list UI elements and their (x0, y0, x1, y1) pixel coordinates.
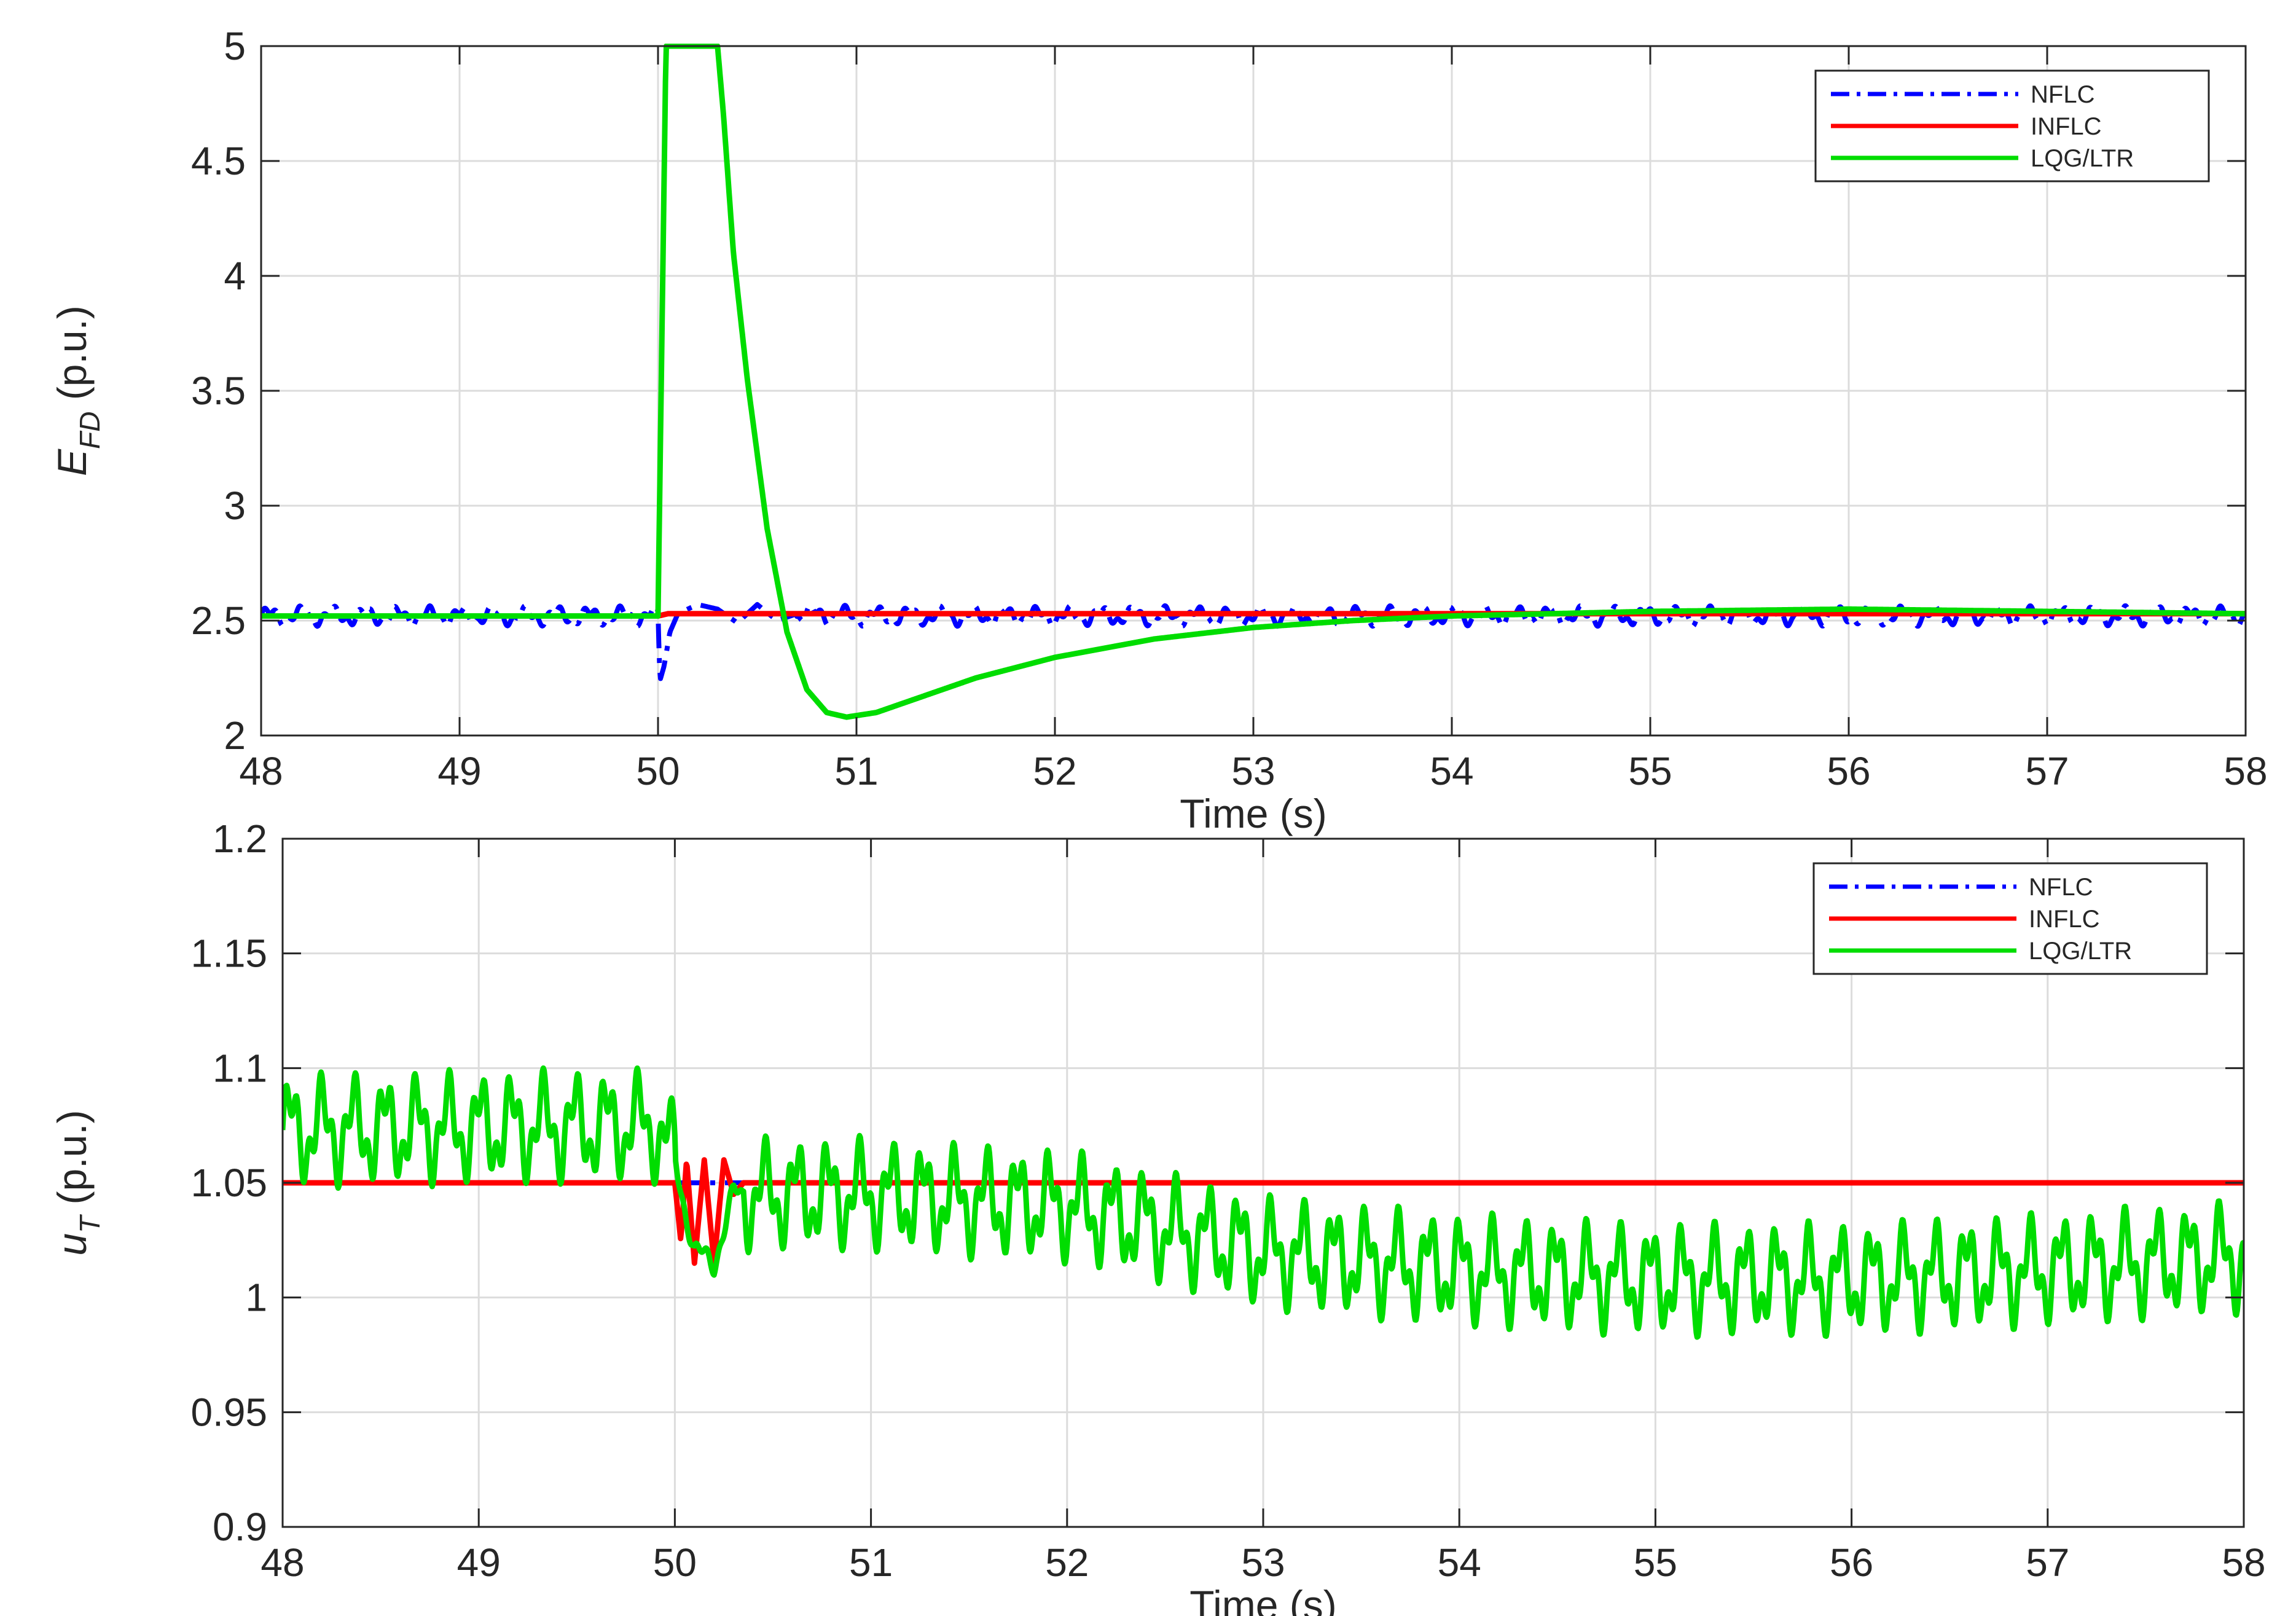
y-tick-label: 2 (224, 713, 246, 758)
x-tick-label: 53 (1241, 1540, 1285, 1585)
y-label-subscript: T (74, 1214, 106, 1233)
x-tick-label: 52 (1033, 749, 1076, 793)
plot-area (261, 44, 2246, 720)
x-tick-label: 55 (1628, 749, 1672, 793)
legend-label: INFLC (2029, 906, 2100, 933)
x-tick-label: 58 (2222, 1540, 2265, 1585)
legend-label: LQG/LTR (2029, 938, 2132, 965)
y-tick-label: 1.1 (213, 1046, 267, 1090)
x-tick-label: 53 (1231, 749, 1275, 793)
x-tick-label: 49 (457, 1540, 501, 1585)
x-tick-label: 51 (834, 749, 878, 793)
y-tick-label: 1.15 (190, 932, 267, 976)
y-tick-label: 2.5 (191, 598, 246, 643)
y-label-symbol: u (49, 1233, 95, 1256)
series-line-inflc (283, 1157, 2244, 1266)
y-tick-label: 3.5 (191, 369, 246, 413)
x-tick-label: 56 (1830, 1540, 1873, 1585)
x-tick-label: 51 (849, 1540, 893, 1585)
y-label-symbol: E (49, 449, 95, 476)
x-tick-label: 50 (653, 1540, 697, 1585)
y-label-unit: (p.u.) (49, 1110, 95, 1215)
top-chart-efd: 48 49 50 51 52 53 54 55 56 57 58 2 2.5 3 3.5 4 4.5 5 Time … (49, 24, 2268, 836)
y-tick-label: 1.2 (213, 817, 267, 861)
series-line-lqg-ltr (283, 1065, 2244, 1340)
y-label-subscript: FD (74, 412, 106, 449)
x-tick-label: 50 (636, 749, 680, 793)
x-axis-label: Time (s) (1189, 1582, 1337, 1616)
x-tick-label: 52 (1045, 1540, 1089, 1585)
x-tick-label: 54 (1438, 1540, 1481, 1585)
x-tick-label: 49 (437, 749, 481, 793)
plot-area (283, 1065, 2244, 1340)
x-tick-label: 48 (239, 749, 283, 793)
x-tick-label: 58 (2224, 749, 2267, 793)
y-tick-label: 3 (224, 484, 246, 528)
y-axis-label: uT (p.u.) (49, 1110, 106, 1255)
y-axis-label: EFD (p.u.) (49, 305, 106, 476)
x-tick-label: 56 (1827, 749, 1870, 793)
series-line-lqg-ltr (261, 44, 2246, 720)
y-tick-label: 0.9 (213, 1505, 267, 1549)
bottom-chart-ut: 48 49 50 51 52 53 54 55 56 57 58 0.9 0.95 1 1.05 1.1 1.1… (49, 817, 2266, 1616)
x-tick-label: 48 (261, 1540, 304, 1585)
y-tick-label: 0.95 (190, 1390, 267, 1434)
legend-label: NFLC (2031, 81, 2094, 108)
x-tick-label: 55 (1634, 1540, 1677, 1585)
legend-label: INFLC (2031, 113, 2102, 140)
y-tick-label: 1 (245, 1276, 267, 1320)
y-tick-label: 5 (224, 24, 246, 68)
x-tick-label: 57 (2026, 1540, 2069, 1585)
x-tick-label: 57 (2025, 749, 2069, 793)
y-tick-label: 4.5 (191, 139, 246, 183)
y-label-unit: (p.u.) (49, 305, 95, 411)
series-line-nflc (261, 602, 2246, 681)
legend: NFLC INFLC LQG/LTR (1814, 69, 2210, 182)
legend: NFLC INFLC LQG/LTR (1812, 862, 2208, 975)
x-axis-label: Time (s) (1180, 791, 1327, 836)
legend-label: NFLC (2029, 874, 2093, 901)
x-tick-label: 54 (1430, 749, 1473, 793)
y-tick-label: 4 (224, 254, 246, 298)
legend-label: LQG/LTR (2031, 145, 2134, 172)
y-tick-label: 1.05 (190, 1161, 267, 1205)
